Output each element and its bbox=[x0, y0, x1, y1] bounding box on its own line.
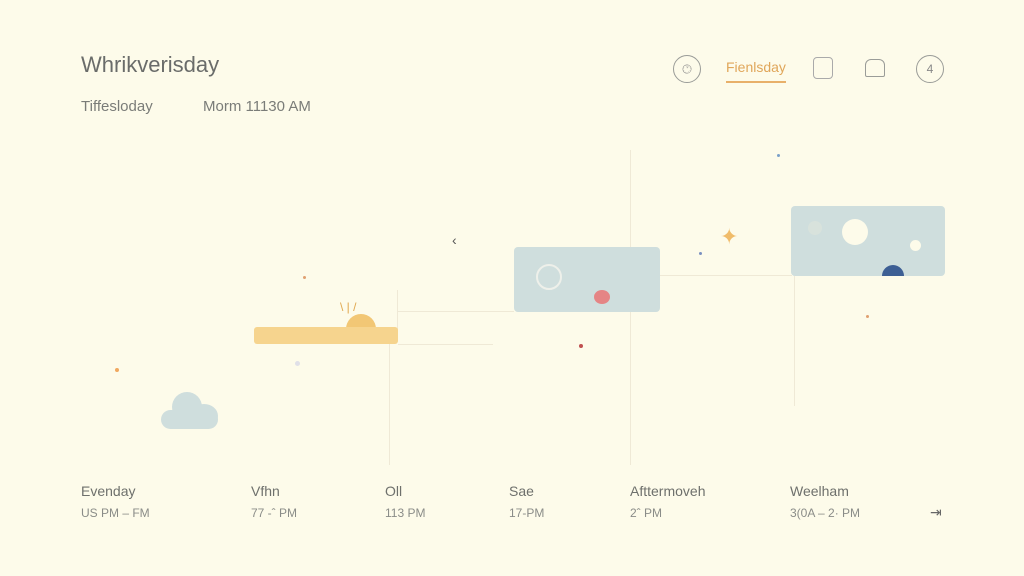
cloud-icon bbox=[160, 390, 220, 430]
page-title: Whrikverisday bbox=[81, 52, 220, 77]
decor-dot bbox=[579, 344, 583, 348]
star-icon bbox=[808, 221, 822, 235]
grid-line bbox=[389, 340, 390, 465]
decor-dot bbox=[115, 368, 119, 372]
sparkle-icon: ✦ bbox=[720, 224, 739, 249]
slot-time: 77 -ˆ PM bbox=[251, 506, 298, 520]
sun-rays-icon: \ | / bbox=[340, 300, 357, 314]
clock-icon[interactable]: 🕐︎ bbox=[673, 55, 701, 83]
grid-line bbox=[398, 311, 514, 312]
slot-name: Evenday bbox=[81, 483, 136, 499]
slot-name: Afttermoveh bbox=[630, 483, 706, 499]
flower-icon bbox=[594, 290, 610, 304]
slot-name: Weelham bbox=[790, 483, 849, 499]
slot-name: Oll bbox=[385, 483, 403, 499]
decor-dot bbox=[777, 154, 780, 157]
decor-dot bbox=[866, 315, 869, 318]
slot-time: 2ˆ PM bbox=[630, 506, 663, 520]
decor-dot bbox=[303, 276, 306, 279]
chevron-left-icon[interactable]: ‹ bbox=[452, 232, 457, 248]
grid-line bbox=[398, 344, 493, 345]
slot-time: US PM – FM bbox=[81, 506, 150, 520]
grid-line bbox=[794, 276, 795, 406]
night-event-card[interactable] bbox=[791, 206, 945, 276]
time-label: Morm 11130 AM bbox=[203, 98, 311, 115]
alarm-icon[interactable]: 4 bbox=[916, 55, 944, 83]
slot-time: 3(0A – 2· PM bbox=[790, 506, 861, 520]
grid-line bbox=[660, 275, 792, 276]
decor-dot bbox=[295, 361, 300, 366]
slot-name: Vfhn bbox=[251, 483, 280, 499]
person-icon[interactable] bbox=[813, 57, 833, 79]
slot-time: 17-PM bbox=[509, 506, 545, 520]
tab-active-day[interactable]: Fienlsday bbox=[726, 59, 786, 83]
decor-dot bbox=[699, 252, 702, 255]
grid-line bbox=[397, 290, 398, 340]
star-icon bbox=[910, 240, 921, 251]
planet-icon bbox=[882, 265, 904, 276]
moon-icon bbox=[842, 219, 868, 245]
moon-ring-icon bbox=[536, 264, 562, 290]
morning-event-bar[interactable] bbox=[254, 327, 398, 344]
slot-time: 113 PM bbox=[385, 506, 426, 520]
calendar-icon[interactable] bbox=[865, 59, 885, 77]
next-arrow-icon[interactable]: ⇥ bbox=[930, 504, 942, 520]
afternoon-event-card[interactable] bbox=[514, 247, 660, 312]
day-label: Tiffesloday bbox=[81, 98, 153, 115]
slot-name: Sae bbox=[509, 483, 534, 499]
